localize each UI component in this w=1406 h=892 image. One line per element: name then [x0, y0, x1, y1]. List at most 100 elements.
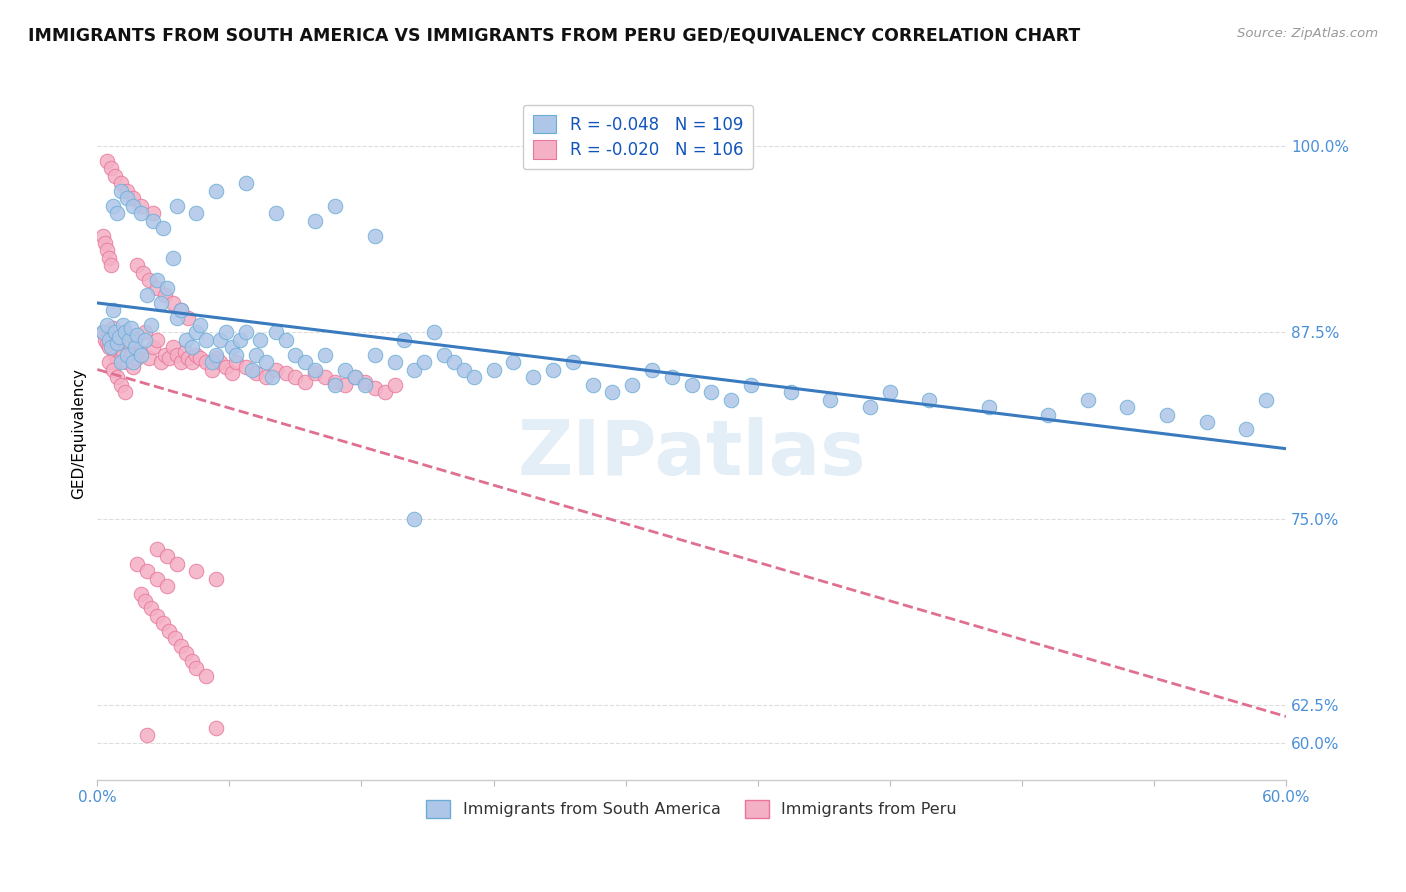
Point: [125, 351, 148, 365]
Point: [235, 359, 257, 374]
Point: [314, 348, 336, 362]
Point: [103, 199, 125, 213]
Point: [195, 668, 218, 682]
Point: [91, 326, 114, 340]
Point: [209, 355, 232, 369]
Point: [384, 377, 406, 392]
Point: [195, 333, 218, 347]
Point: [215, 359, 238, 374]
Point: [169, 303, 191, 318]
Point: [186, 661, 208, 675]
Point: [108, 333, 131, 347]
Point: [118, 335, 141, 350]
Point: [245, 348, 267, 362]
Point: [142, 340, 165, 354]
Point: [561, 355, 583, 369]
Point: [100, 161, 122, 176]
Point: [274, 366, 297, 380]
Point: [112, 344, 135, 359]
Point: [190, 318, 212, 332]
Point: [176, 333, 198, 347]
Point: [254, 370, 277, 384]
Point: [149, 295, 172, 310]
Text: IMMIGRANTS FROM SOUTH AMERICA VS IMMIGRANTS FROM PERU GED/EQUIVALENCY CORRELATIO: IMMIGRANTS FROM SOUTH AMERICA VS IMMIGRA…: [28, 27, 1080, 45]
Point: [103, 321, 125, 335]
Point: [105, 355, 128, 369]
Point: [249, 333, 271, 347]
Point: [163, 632, 186, 646]
Point: [129, 206, 152, 220]
Point: [156, 281, 179, 295]
Point: [502, 355, 524, 369]
Point: [918, 392, 941, 407]
Point: [153, 288, 176, 302]
Point: [149, 355, 172, 369]
Point: [177, 351, 200, 365]
Point: [363, 381, 385, 395]
Point: [284, 370, 307, 384]
Point: [94, 235, 117, 250]
Point: [221, 366, 243, 380]
Point: [404, 512, 426, 526]
Point: [166, 348, 188, 362]
Point: [879, 385, 901, 400]
Point: [404, 363, 426, 377]
Text: Source: ZipAtlas.com: Source: ZipAtlas.com: [1237, 27, 1378, 40]
Point: [139, 601, 162, 615]
Point: [201, 355, 224, 369]
Point: [96, 335, 118, 350]
Point: [114, 326, 136, 340]
Point: [129, 586, 152, 600]
Point: [146, 273, 169, 287]
Point: [120, 321, 142, 335]
Point: [294, 355, 316, 369]
Point: [463, 370, 485, 384]
Point: [91, 326, 114, 340]
Point: [166, 557, 188, 571]
Point: [205, 572, 228, 586]
Point: [115, 348, 138, 362]
Point: [353, 375, 375, 389]
Point: [1195, 415, 1218, 429]
Point: [98, 333, 121, 347]
Point: [103, 303, 125, 318]
Point: [100, 330, 122, 344]
Point: [146, 541, 169, 556]
Point: [103, 363, 125, 377]
Point: [139, 318, 162, 332]
Point: [333, 363, 356, 377]
Point: [225, 348, 247, 362]
Point: [94, 333, 117, 347]
Point: [779, 385, 801, 400]
Point: [98, 355, 121, 369]
Point: [115, 355, 138, 369]
Point: [156, 579, 179, 593]
Point: [169, 639, 191, 653]
Point: [146, 572, 169, 586]
Point: [169, 303, 191, 318]
Point: [177, 310, 200, 325]
Point: [181, 355, 204, 369]
Point: [115, 184, 138, 198]
Point: [142, 206, 165, 220]
Point: [581, 377, 603, 392]
Point: [153, 348, 176, 362]
Point: [157, 624, 180, 638]
Point: [641, 363, 664, 377]
Point: [162, 340, 184, 354]
Point: [304, 366, 326, 380]
Point: [142, 213, 165, 227]
Point: [124, 333, 146, 347]
Point: [112, 318, 135, 332]
Point: [229, 333, 252, 347]
Point: [132, 266, 155, 280]
Point: [423, 326, 446, 340]
Point: [1234, 422, 1257, 436]
Point: [190, 351, 212, 365]
Point: [125, 258, 148, 272]
Point: [152, 221, 174, 235]
Point: [96, 153, 118, 168]
Point: [135, 288, 157, 302]
Point: [125, 557, 148, 571]
Point: [96, 244, 118, 258]
